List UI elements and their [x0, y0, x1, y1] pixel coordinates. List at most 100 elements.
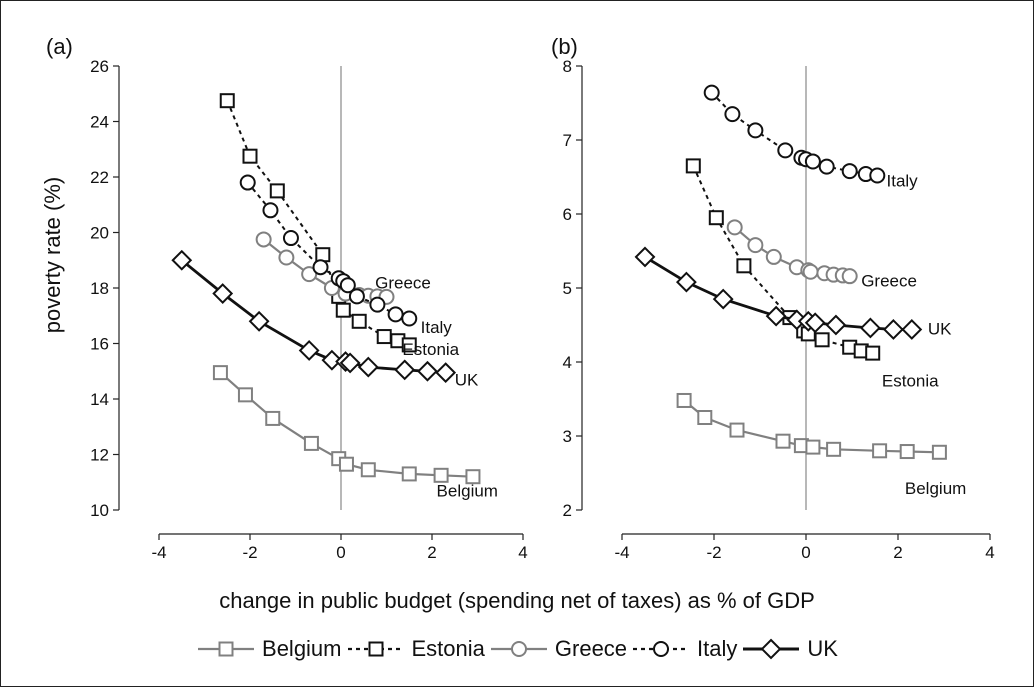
y-tick-label: 2 — [563, 501, 572, 520]
data-point-greece — [278, 249, 295, 266]
y-tick-label: 10 — [90, 501, 109, 520]
data-point-belgium — [237, 387, 253, 403]
legend-label: Estonia — [411, 636, 485, 661]
data-point-estonia — [269, 183, 285, 199]
data-point-estonia — [736, 258, 752, 274]
legend-item-greece: Greece — [489, 636, 627, 662]
data-point-italy — [262, 202, 279, 219]
data-point-italy — [841, 163, 858, 180]
data-point-greece — [726, 219, 743, 236]
legend-swatch — [347, 641, 404, 657]
data-point-italy — [804, 153, 821, 170]
data-point-uk — [882, 319, 904, 340]
legend-label: Belgium — [262, 636, 342, 661]
data-point-uk — [339, 352, 361, 374]
x-tick-label: -2 — [706, 543, 721, 562]
data-point-greece — [255, 231, 272, 248]
data-point-italy — [369, 296, 386, 313]
y-tick-label: 24 — [90, 113, 109, 132]
series-label-italy: Italy — [887, 172, 919, 191]
data-point-estonia — [242, 148, 258, 164]
data-point-greece — [747, 237, 764, 254]
data-point-italy — [818, 158, 835, 175]
series-italy: Italy — [703, 84, 919, 191]
y-tick-label: 20 — [90, 224, 109, 243]
data-point-italy — [339, 277, 356, 294]
data-point-uk — [804, 312, 826, 334]
data-point-greece — [802, 263, 819, 280]
data-point-uk — [825, 314, 847, 336]
y-axis-label: poverty rate (%) — [40, 177, 65, 334]
x-tick-label: 0 — [801, 543, 810, 562]
y-tick-label: 16 — [90, 335, 109, 354]
series-uk: UK — [171, 249, 479, 390]
x-tick-label: 2 — [427, 543, 436, 562]
legend-label: Greece — [554, 636, 628, 661]
data-point-uk — [417, 360, 438, 382]
legend-item-belgium: Belgium — [196, 636, 342, 662]
legend-swatch — [490, 641, 547, 657]
y-tick-label: 18 — [90, 279, 109, 298]
data-point-belgium — [676, 392, 692, 408]
data-point-belgium — [433, 467, 449, 483]
legend-item-italy: Italy — [631, 636, 737, 662]
series-uk: UK — [634, 246, 952, 340]
data-point-belgium — [899, 444, 915, 460]
x-tick-label: -4 — [151, 543, 166, 562]
data-point-italy — [239, 174, 256, 191]
data-point-belgium — [697, 410, 713, 425]
legend-item-estonia: Estonia — [346, 636, 485, 662]
data-point-belgium — [872, 443, 888, 459]
data-point-uk — [765, 305, 787, 327]
x-tick-label: 4 — [518, 543, 527, 562]
panel-b: (b) 2 3 4 5 6 7 8 -4 -2 0 2 4 Belgium Estonia Greece Ita… — [551, 34, 995, 562]
y-tick-label: 3 — [563, 427, 572, 446]
series-italy: Italy — [239, 174, 452, 337]
legend-label: Italy — [697, 636, 738, 661]
legend-item-uk: UK — [741, 636, 838, 662]
series-line-italy — [710, 91, 878, 177]
data-point-italy — [387, 306, 404, 323]
series-label-greece: Greece — [861, 272, 917, 291]
data-point-belgium — [775, 433, 791, 449]
data-point-uk — [298, 340, 320, 361]
x-tick-label: -2 — [242, 543, 257, 562]
data-point-estonia — [219, 93, 235, 109]
y-tick-label: 6 — [563, 205, 572, 224]
series-greece: Greece — [726, 219, 917, 291]
x-tick-label: 4 — [985, 543, 994, 562]
data-point-uk — [357, 356, 379, 378]
data-point-belgium — [360, 462, 376, 478]
data-point-belgium — [805, 439, 821, 455]
data-point-greece — [841, 268, 858, 285]
data-point-uk — [394, 359, 416, 381]
data-point-italy — [747, 122, 764, 139]
data-point-uk — [712, 288, 734, 310]
data-point-estonia — [335, 302, 351, 318]
series-label-belgium: Belgium — [437, 482, 498, 501]
data-point-uk — [321, 349, 343, 371]
legend-label: UK — [807, 636, 838, 661]
series-estonia: Estonia — [685, 158, 939, 391]
legend: Belgium Estonia Greece Italy UK — [0, 636, 1034, 662]
data-point-belgium — [729, 422, 745, 438]
y-tick-label: 14 — [90, 390, 109, 409]
data-point-italy — [312, 259, 329, 276]
series-label-greece: Greece — [375, 273, 431, 292]
data-point-estonia — [351, 313, 367, 329]
y-tick-label: 8 — [563, 57, 572, 76]
data-point-uk — [248, 310, 270, 332]
data-point-uk — [435, 362, 457, 384]
legend-marker — [218, 641, 234, 657]
data-point-italy — [777, 142, 794, 159]
data-point-estonia — [685, 158, 701, 174]
legend-swatch — [198, 641, 255, 657]
data-point-belgium — [212, 365, 228, 381]
x-tick-label: 2 — [893, 543, 902, 562]
data-point-belgium — [465, 469, 481, 485]
legend-marker — [368, 641, 383, 657]
y-tick-label: 12 — [90, 446, 109, 465]
y-tick-label: 22 — [90, 168, 109, 187]
